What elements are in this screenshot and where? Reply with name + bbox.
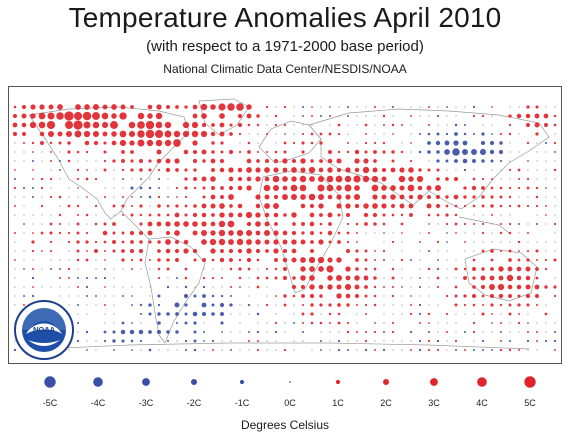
legend-label: -3C xyxy=(138,398,154,408)
anomaly-map xyxy=(8,86,562,364)
anomaly-map-canvas xyxy=(12,98,557,352)
legend-dot xyxy=(191,379,197,385)
legend-label: 0C xyxy=(284,398,296,408)
legend-dot xyxy=(44,376,56,388)
legend-label: 1C xyxy=(332,398,344,408)
legend-item: -4C xyxy=(78,374,118,414)
legend-dot xyxy=(477,377,487,387)
noaa-seal-icon: NOAA xyxy=(14,300,74,360)
legend-label: 3C xyxy=(428,398,440,408)
legend: -5C -4C -3C -2C -1C 0C 1C 2C 3C 4C 5C xyxy=(0,374,570,414)
legend-label: -1C xyxy=(234,398,250,408)
legend-item: 1C xyxy=(318,374,358,414)
legend-label: 5C xyxy=(524,398,536,408)
anomaly-dot-grid xyxy=(12,103,557,352)
legend-item: -3C xyxy=(126,374,166,414)
legend-dot xyxy=(524,376,536,388)
legend-item: 4C xyxy=(462,374,502,414)
legend-item: -1C xyxy=(222,374,262,414)
map-subtitle: (with respect to a 1971-2000 base period… xyxy=(146,38,424,55)
continent-outlines xyxy=(28,98,550,350)
legend-label: -2C xyxy=(186,398,202,408)
map-title: Temperature Anomalies April 2010 xyxy=(68,2,502,33)
legend-item: 2C xyxy=(366,374,406,414)
noaa-logo: NOAA xyxy=(14,300,74,360)
legend-dot xyxy=(335,379,341,385)
legend-dot xyxy=(142,378,150,386)
legend-dot xyxy=(93,377,103,387)
noaa-logo-text: NOAA xyxy=(33,325,56,334)
legend-dot xyxy=(430,378,438,386)
legend-units-label: Degrees Celsius xyxy=(240,418,330,432)
data-source: National Climatic Data Center/NESDIS/NOA… xyxy=(163,62,407,76)
legend-label: -4C xyxy=(90,398,106,408)
legend-dot xyxy=(383,379,389,385)
legend-item: 5C xyxy=(510,374,550,414)
legend-item: 0C xyxy=(270,374,310,414)
legend-item: -2C xyxy=(174,374,214,414)
legend-dot xyxy=(239,379,245,385)
legend-item: -5C xyxy=(30,374,70,414)
legend-dot xyxy=(289,381,291,383)
legend-label: 2C xyxy=(380,398,392,408)
legend-label: 4C xyxy=(476,398,488,408)
legend-item: 3C xyxy=(414,374,454,414)
legend-label: -5C xyxy=(42,398,58,408)
